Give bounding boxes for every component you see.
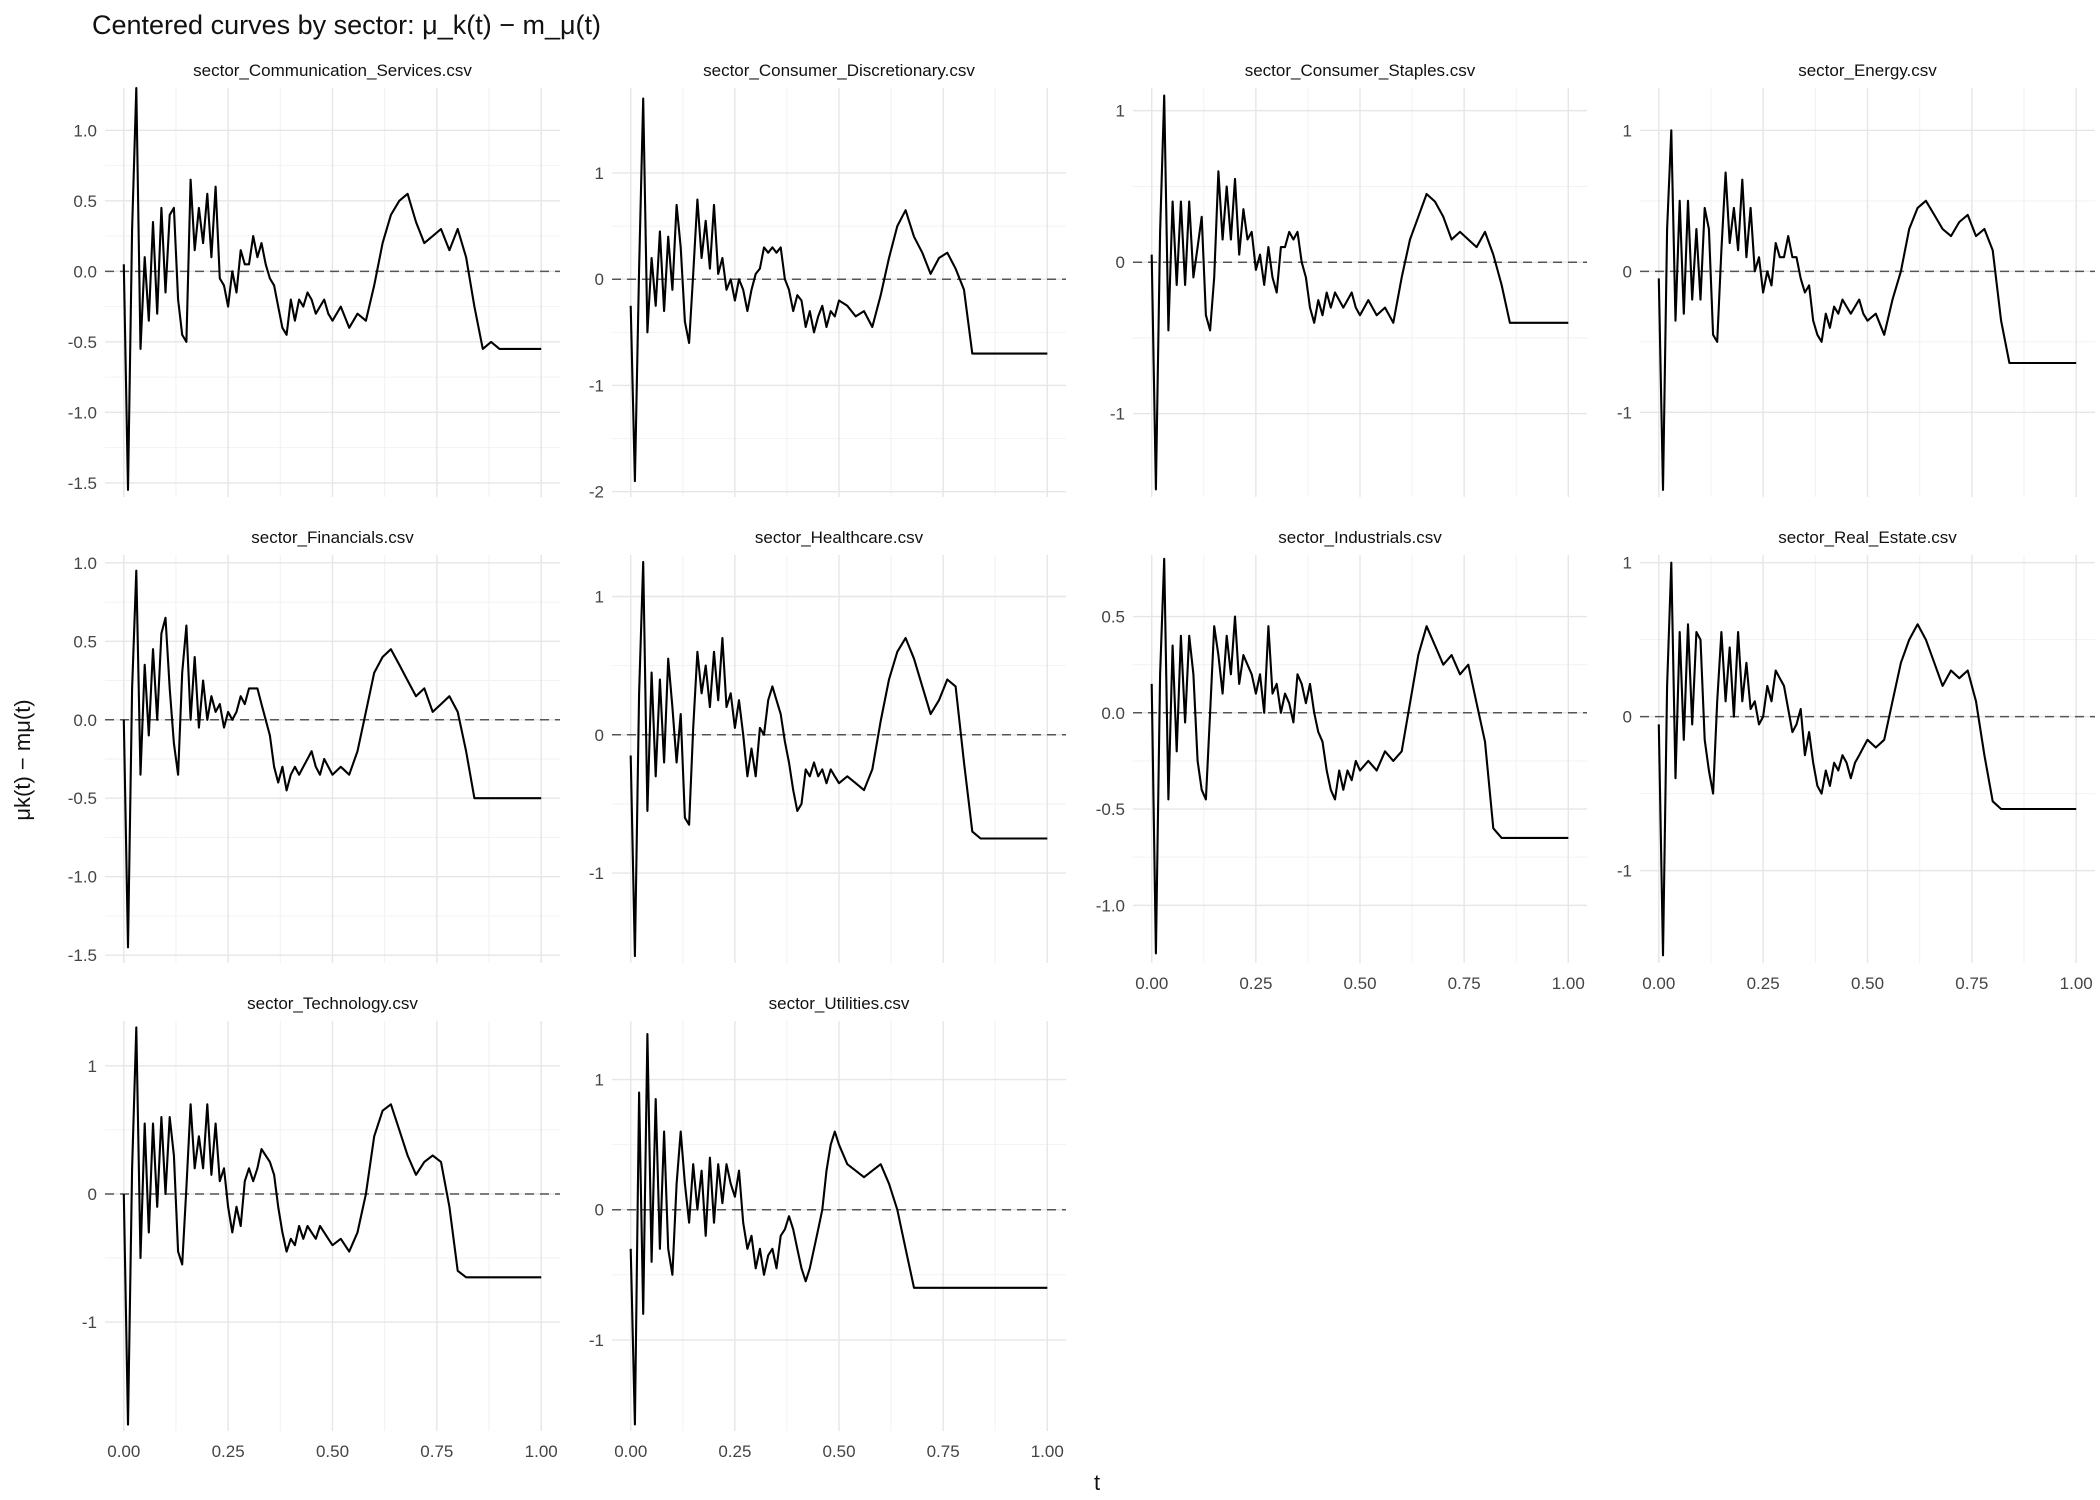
x-tick-label: 0.25 bbox=[1747, 974, 1780, 993]
series-line bbox=[122, 1026, 542, 1426]
y-tick-label: 0.5 bbox=[73, 632, 97, 651]
panel-title: sector_Industrials.csv bbox=[1278, 528, 1442, 547]
facet-panel: -1.5 -1.0 -0.5 0.0 0.5 1.0 sector_Communicatio… bbox=[68, 61, 560, 497]
x-tick-label: 0.00 bbox=[107, 1442, 140, 1461]
y-tick-label: 0 bbox=[595, 270, 604, 289]
series-line bbox=[122, 86, 542, 491]
y-tick-label: -1 bbox=[1617, 403, 1632, 422]
series-line bbox=[122, 569, 542, 949]
series-line bbox=[629, 560, 1048, 958]
x-tick-label: 1.00 bbox=[1031, 1442, 1064, 1461]
x-tick-label: 0.75 bbox=[927, 1442, 960, 1461]
y-tick-label: 0.0 bbox=[73, 262, 97, 281]
x-tick-label: 0.75 bbox=[1955, 974, 1988, 993]
x-tick-label: 1.00 bbox=[2060, 974, 2093, 993]
y-tick-label: 0 bbox=[1623, 262, 1632, 281]
y-axis-title: μk(t) − mμ(t) bbox=[10, 699, 35, 820]
y-tick-label: 0.0 bbox=[73, 711, 97, 730]
panel-title: sector_Utilities.csv bbox=[769, 994, 910, 1013]
facet-panel: -2 -1 0 1 sector_Consumer_Discretionary.csv bbox=[589, 61, 1066, 502]
panel-title: sector_Technology.csv bbox=[247, 994, 418, 1013]
y-tick-label: 0 bbox=[595, 726, 604, 745]
x-tick-label: 1.00 bbox=[525, 1442, 558, 1461]
facet-panel: -1.0 -0.5 0.0 0.5 sector_Industrials.csv 0.00… bbox=[1096, 528, 1587, 993]
y-tick-label: -2 bbox=[589, 483, 604, 502]
x-tick-label: 0.25 bbox=[1239, 974, 1272, 993]
panel-title: sector_Real_Estate.csv bbox=[1778, 528, 1957, 547]
y-tick-label: -1.0 bbox=[68, 868, 97, 887]
x-axis-title: t bbox=[1094, 1470, 1100, 1495]
panel-title: sector_Financials.csv bbox=[251, 528, 414, 547]
facet-panel: -1 0 1 sector_Technology.csv 0.00 0.25 0.50 0.7… bbox=[82, 994, 560, 1461]
y-tick-label: 0 bbox=[595, 1201, 604, 1220]
x-tick-label: 0.50 bbox=[1851, 974, 1884, 993]
x-tick-label: 0.50 bbox=[822, 1442, 855, 1461]
y-tick-label: 1 bbox=[88, 1057, 97, 1076]
panel-title: sector_Communication_Services.csv bbox=[193, 61, 472, 80]
y-tick-label: 1 bbox=[1116, 102, 1125, 121]
chart-title: Centered curves by sector: μ_k(t) − m_μ(… bbox=[92, 10, 601, 40]
facet-panel: -1 0 1 sector_Consumer_Staples.csv bbox=[1110, 61, 1587, 497]
facet-panel: -1 0 1 sector_Healthcare.csv bbox=[589, 528, 1066, 963]
panel-title: sector_Consumer_Discretionary.csv bbox=[703, 61, 975, 80]
x-tick-label: 0.00 bbox=[1135, 974, 1168, 993]
x-tick-label: 0.00 bbox=[1642, 974, 1675, 993]
y-tick-label: -0.5 bbox=[1096, 800, 1125, 819]
x-tick-label: 1.00 bbox=[1552, 974, 1585, 993]
series-line bbox=[1657, 561, 2077, 957]
facet-panel: -1.5 -1.0 -0.5 0.0 0.5 1.0 sector_Financials.c… bbox=[68, 528, 560, 965]
y-tick-label: 1 bbox=[1623, 121, 1632, 140]
y-tick-label: 0.0 bbox=[1101, 704, 1125, 723]
series-line bbox=[629, 97, 1048, 483]
y-tick-label: -0.5 bbox=[68, 789, 97, 808]
y-tick-label: 0 bbox=[88, 1185, 97, 1204]
y-tick-label: -1.0 bbox=[1096, 896, 1125, 915]
y-tick-label: 1 bbox=[595, 587, 604, 606]
y-tick-label: -1 bbox=[589, 864, 604, 883]
y-tick-label: -1 bbox=[82, 1313, 97, 1332]
y-tick-label: 0.5 bbox=[73, 192, 97, 211]
y-tick-label: -1 bbox=[589, 376, 604, 395]
x-tick-label: 0.25 bbox=[718, 1442, 751, 1461]
x-tick-label: 0.25 bbox=[212, 1442, 245, 1461]
facet-panel: -1 0 1 sector_Real_Estate.csv 0.00 0.25 0.50 0.… bbox=[1617, 528, 2095, 993]
panel-title: sector_Consumer_Staples.csv bbox=[1245, 61, 1476, 80]
series-line bbox=[629, 1032, 1048, 1426]
x-tick-label: 0.75 bbox=[1448, 974, 1481, 993]
y-tick-label: -0.5 bbox=[68, 333, 97, 352]
y-tick-label: 1 bbox=[1623, 554, 1632, 573]
y-tick-label: -1 bbox=[589, 1331, 604, 1350]
x-tick-label: 0.75 bbox=[420, 1442, 453, 1461]
y-tick-label: 1 bbox=[595, 164, 604, 183]
series-line bbox=[1150, 557, 1569, 955]
facet-panel: -1 0 1 sector_Energy.csv bbox=[1617, 61, 2095, 497]
y-tick-label: -1 bbox=[1617, 862, 1632, 881]
x-tick-label: 0.50 bbox=[316, 1442, 349, 1461]
panel-title: sector_Energy.csv bbox=[1798, 61, 1937, 80]
x-tick-label: 0.50 bbox=[1343, 974, 1376, 993]
y-tick-label: -1.0 bbox=[68, 403, 97, 422]
y-tick-label: 0 bbox=[1623, 708, 1632, 727]
y-tick-label: 0 bbox=[1116, 253, 1125, 272]
facet-panels: -1.5 -1.0 -0.5 0.0 0.5 1.0 sector_Communicatio… bbox=[68, 61, 2095, 1461]
panel-title: sector_Healthcare.csv bbox=[755, 528, 924, 547]
y-tick-label: 1.0 bbox=[73, 554, 97, 573]
facet-panel: -1 0 1 sector_Utilities.csv 0.00 0.25 0.50 0.75… bbox=[589, 994, 1066, 1461]
series-line bbox=[1150, 94, 1569, 491]
y-tick-label: 1 bbox=[595, 1071, 604, 1090]
x-tick-label: 0.00 bbox=[614, 1442, 647, 1461]
y-tick-label: -1.5 bbox=[68, 474, 97, 493]
y-tick-label: -1.5 bbox=[68, 946, 97, 965]
y-tick-label: 1.0 bbox=[73, 121, 97, 140]
series-line bbox=[1657, 129, 2077, 491]
y-tick-label: -1 bbox=[1110, 405, 1125, 424]
y-tick-label: 0.5 bbox=[1101, 608, 1125, 627]
